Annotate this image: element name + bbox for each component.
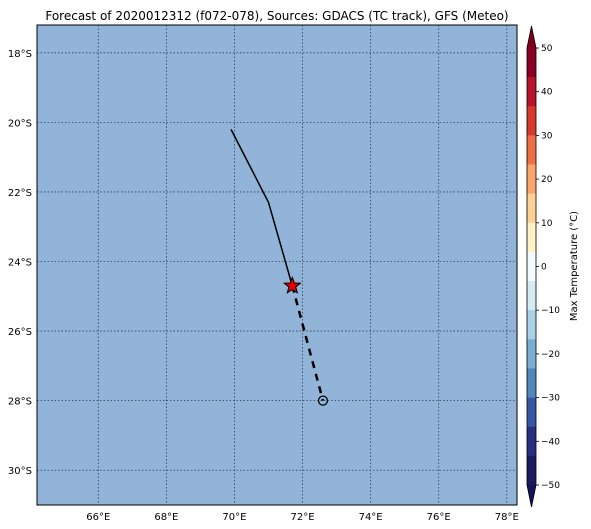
ocean-area (37, 25, 517, 505)
colorbar-tick-label: −50 (541, 481, 560, 491)
lat-tick-label: 28°S (8, 397, 32, 408)
colorbar-tick-label: 30 (541, 131, 553, 141)
colorbar-band (527, 455, 536, 486)
colorbar-band (527, 193, 536, 224)
colorbar-tick-label: −20 (541, 350, 560, 360)
colorbar-tick-label: −40 (541, 437, 560, 447)
colorbar-band (527, 77, 536, 107)
lon-tick-label: 74°E (359, 512, 383, 523)
lat-tick-label: 18°S (8, 49, 32, 60)
map-panel: 66°E 68°E 70°E 72°E 74°E 76°E 78°E 18°S 20°S 22°… (8, 24, 519, 523)
colorbar-top-extend (527, 26, 536, 48)
colorbar-band (527, 397, 536, 428)
colorbar: 50 40 30 20 10 0 −10 −20 −30 −40 −50 (526, 25, 560, 508)
colorbar-tick-label: 50 (541, 44, 553, 54)
colorbar-tick-label: −30 (541, 394, 560, 404)
lon-tick-label: 76°E (427, 512, 451, 523)
colorbar-band (527, 48, 536, 78)
colorbar-tick-label: 0 (541, 263, 547, 273)
map-title: Forecast of 2020012312 (f072-078), Sourc… (45, 9, 508, 23)
latitude-axis: 18°S 20°S 22°S 24°S 26°S 28°S 30°S (8, 49, 32, 477)
colorbar-band (527, 222, 536, 253)
colorbar-band (527, 339, 536, 369)
lon-tick-label: 68°E (154, 512, 178, 523)
lat-tick-label: 20°S (8, 118, 32, 129)
lat-tick-label: 24°S (8, 258, 32, 269)
lon-tick-label: 66°E (86, 512, 110, 523)
colorbar-band (527, 135, 536, 165)
lon-tick-label: 78°E (495, 512, 519, 523)
longitude-axis: 66°E 68°E 70°E 72°E 74°E 76°E 78°E (86, 512, 519, 523)
forecast-end-marker (317, 395, 329, 406)
map-frame (36, 24, 518, 506)
lat-tick-label: 22°S (8, 188, 32, 199)
lat-tick-label: 30°S (8, 466, 32, 477)
colorbar-label: Max Temperature (°C) (569, 211, 580, 321)
colorbar-tick-label: 10 (541, 219, 553, 229)
lon-tick-label: 72°E (291, 512, 315, 523)
colorbar-band (527, 310, 536, 340)
cyclone-track (230, 129, 329, 406)
current-position-star-icon (282, 275, 302, 294)
colorbar-band (527, 426, 536, 457)
colorbar-tick-label: −10 (541, 306, 560, 316)
colorbar-band (527, 106, 536, 136)
past-track-line (230, 129, 294, 287)
lon-tick-label: 70°E (222, 512, 246, 523)
colorbar-band (527, 368, 536, 398)
colorbar-tick-label: 40 (541, 88, 553, 98)
colorbar-band (527, 251, 536, 282)
colorbar-band (527, 281, 536, 311)
forecast-track-line (291, 285, 325, 401)
colorbar-tick-label: 20 (541, 175, 553, 185)
lat-tick-label: 26°S (8, 327, 32, 338)
colorbar-bottom-extend (527, 485, 536, 507)
colorbar-band (527, 164, 536, 194)
graticule (37, 25, 517, 505)
